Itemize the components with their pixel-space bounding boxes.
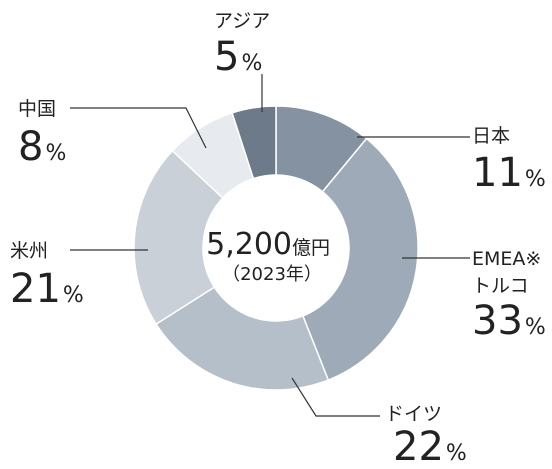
value-label: 5%: [214, 34, 262, 80]
value-unit: %: [525, 315, 546, 340]
category-label: トルコ: [472, 275, 529, 297]
value-label: 11%: [472, 150, 546, 196]
center-note: （2023年）: [222, 264, 322, 285]
value-number: 33: [472, 298, 523, 344]
slice: [155, 286, 330, 391]
value-number: 21: [10, 266, 61, 312]
value-unit: %: [63, 283, 84, 308]
value-number: 22: [393, 424, 444, 469]
value-unit: %: [446, 441, 467, 466]
category-label: アジア: [214, 10, 270, 32]
center-value: 5,200: [206, 227, 292, 262]
value-number: 8: [18, 124, 43, 170]
value-label: 33%: [472, 298, 546, 344]
slice: [231, 105, 277, 180]
value-unit: %: [525, 167, 546, 192]
leader-line: [70, 107, 207, 149]
category-label: 中国: [18, 98, 56, 120]
slice: [133, 149, 224, 326]
value-number: 5: [214, 34, 239, 80]
value-label: 22%: [393, 424, 467, 469]
value-label: 8%: [18, 124, 66, 170]
center-unit: 億円: [292, 237, 330, 259]
slice: [301, 137, 419, 382]
category-label: ドイツ: [385, 403, 442, 425]
value-label: 21%: [10, 266, 84, 312]
value-unit: %: [241, 51, 262, 76]
category-label: 日本: [472, 125, 510, 147]
value-number: 11: [472, 150, 523, 196]
leader-line: [291, 377, 380, 417]
value-unit: %: [45, 141, 66, 166]
category-label: EMEA※: [472, 248, 541, 270]
category-label: 米州: [10, 240, 48, 262]
